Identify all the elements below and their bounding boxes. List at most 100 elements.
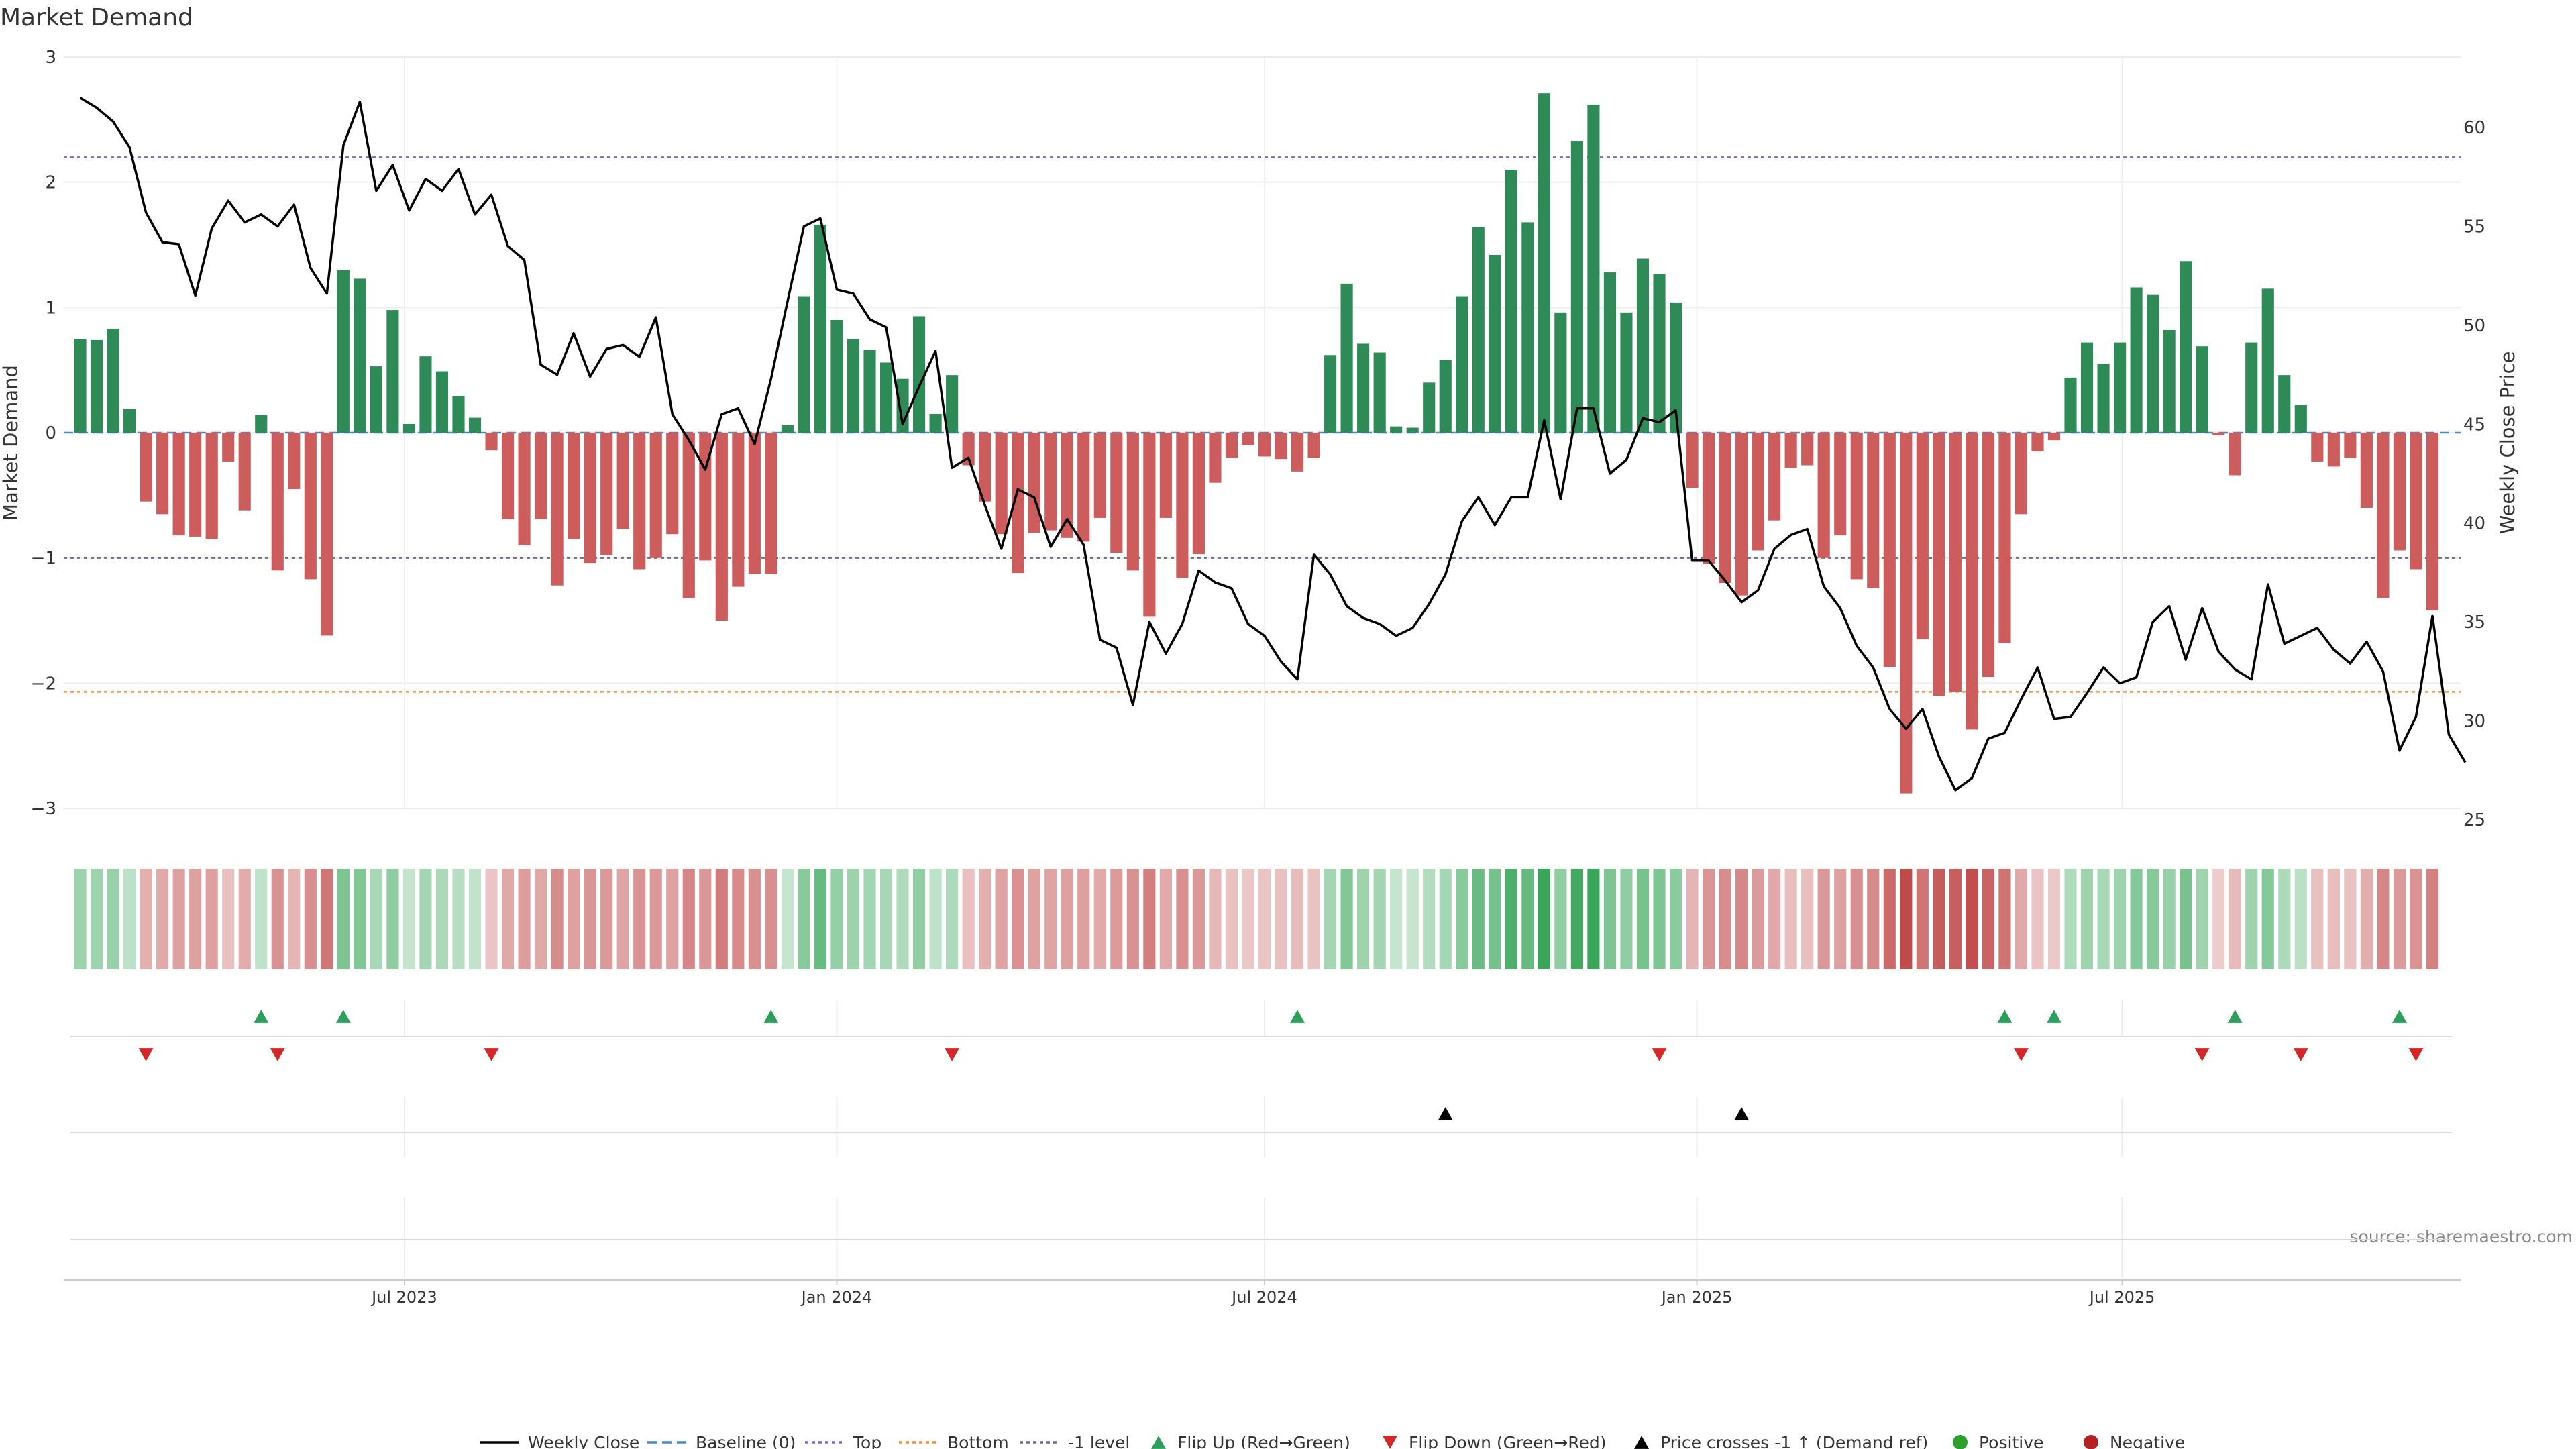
heat-cell (1126, 869, 1139, 969)
heat-cell (1275, 869, 1287, 969)
legend-positive-swatch (1953, 1435, 1968, 1449)
y2-tick-label: 45 (2463, 415, 2485, 435)
demand-bar (468, 417, 482, 433)
heat-cell (156, 869, 169, 969)
heat-cell (929, 869, 942, 969)
legend-close-label: Weekly Close (528, 1433, 639, 1449)
heat-cell (1817, 869, 1830, 969)
heat-cell (1538, 869, 1550, 969)
y2-tick-label: 35 (2463, 612, 2485, 633)
flip-up-marker (335, 1010, 351, 1023)
demand-bar (1307, 433, 1320, 458)
heat-cell (568, 869, 580, 969)
heat-cell (535, 869, 547, 969)
heat-cell (1998, 869, 2011, 969)
heat-cell (321, 869, 333, 969)
heat-cell (1883, 869, 1896, 969)
demand-bar (2393, 433, 2406, 551)
y-tick-label: 3 (45, 48, 56, 68)
heat-cell (830, 869, 843, 969)
heat-cell (2047, 869, 2061, 969)
heat-cell (682, 869, 695, 969)
flip-up-marker (254, 1010, 269, 1023)
demand-bar (172, 433, 185, 536)
price-cross-marker (1734, 1107, 1750, 1120)
y-tick-label: 0 (45, 423, 56, 443)
demand-bar (1192, 433, 1205, 555)
flip-down-marker (2293, 1048, 2308, 1061)
demand-bar (2064, 377, 2077, 433)
heat-cell (1028, 869, 1040, 969)
heat-cell (1110, 869, 1123, 969)
y2-tick-label: 30 (2463, 712, 2485, 732)
heat-cell (123, 869, 136, 969)
heat-cell (1357, 869, 1370, 969)
demand-bar (2229, 433, 2241, 476)
demand-bar (765, 433, 777, 574)
demand-bar (271, 433, 284, 571)
demand-bar (90, 339, 103, 433)
demand-bar (616, 433, 629, 529)
y-tick-label: −2 (31, 674, 56, 694)
demand-bar (205, 433, 218, 539)
heat-cell (1505, 869, 1517, 969)
heat-cell (2163, 869, 2176, 969)
heat-cell (1159, 869, 1172, 969)
demand-bar (222, 433, 235, 462)
demand-bar (288, 433, 301, 489)
demand-bar (1538, 93, 1550, 433)
demand-bar (1867, 433, 1880, 588)
demand-bar (1242, 433, 1254, 445)
heat-cell (2311, 869, 2324, 969)
heat-cell (600, 869, 613, 969)
demand-bar (2031, 433, 2044, 451)
demand-bar (1489, 254, 1501, 433)
heat-cell (2261, 869, 2274, 969)
heat-cell (2360, 869, 2373, 969)
demand-bar (2360, 433, 2373, 508)
heat-cell (1933, 869, 1945, 969)
demand-bar (2261, 288, 2274, 433)
y2-tick-label: 40 (2463, 514, 2485, 534)
demand-bar (1143, 433, 1156, 617)
heat-cell (1554, 869, 1567, 969)
heat-cell (2180, 869, 2192, 969)
y2-tick-label: 60 (2463, 118, 2485, 138)
demand-bar (1653, 273, 1666, 433)
demand-bar (1406, 427, 1419, 433)
demand-bar (732, 433, 745, 587)
heat-cell (485, 869, 498, 969)
demand-bar (912, 316, 926, 433)
y-tick-label: 2 (45, 173, 56, 193)
demand-bar (1291, 433, 1304, 472)
demand-bar (2047, 433, 2061, 441)
demand-bar (1340, 283, 1353, 433)
demand-bar (1373, 352, 1386, 433)
heat-cell (337, 869, 350, 969)
legend-price-cross-label: Price crosses -1 ↑ (Demand ref) (1660, 1433, 1928, 1449)
heat-cell (370, 869, 382, 969)
heat-cell (452, 869, 465, 969)
demand-bar (649, 433, 662, 558)
x-tick-label: Jul 2023 (370, 1288, 437, 1307)
demand-bar (551, 433, 564, 586)
demand-bar (748, 433, 761, 574)
demand-bar (1324, 355, 1337, 433)
heat-cell (798, 869, 810, 969)
heat-cell (616, 869, 629, 969)
legend-top-label: Top (853, 1433, 881, 1449)
demand-bar (2015, 433, 2028, 515)
demand-bar (452, 396, 465, 433)
heat-cell (1390, 869, 1403, 969)
flip-up-marker (2392, 1010, 2407, 1023)
legend-negative-label: Negative (2110, 1433, 2185, 1449)
flip-down-marker (2013, 1048, 2029, 1061)
demand-bar (189, 433, 202, 537)
legend-minus-one-label: -1 level (1068, 1433, 1130, 1449)
demand-bar (1933, 433, 1945, 696)
heat-cell (1587, 869, 1600, 969)
heat-cell (879, 869, 893, 969)
demand-bar (1357, 343, 1370, 433)
heat-cell (781, 869, 794, 969)
flip-up-marker (2227, 1010, 2243, 1023)
